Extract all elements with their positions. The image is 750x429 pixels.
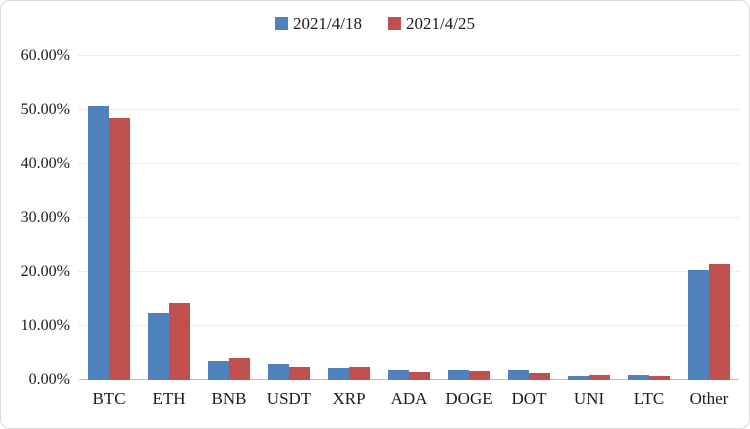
bar-ada-2021-4-18 [388, 369, 409, 380]
y-tick-label: 60.00% [20, 47, 70, 64]
bar-group-doge: DOGE [439, 56, 499, 407]
bar-uni-2021-4-25 [589, 375, 610, 380]
bar-doge-2021-4-18 [448, 369, 469, 380]
y-tick-label: 0.00% [28, 371, 70, 388]
x-tick-label: ADA [390, 389, 428, 408]
x-tick-label: ETH [152, 389, 186, 408]
bar-usdt-2021-4-18 [268, 364, 289, 380]
x-tick-label: UNI [573, 389, 605, 408]
bar-doge-2021-4-25 [469, 371, 490, 380]
plot-area: 0.00% 10.00% 20.00% 30.00% 40.00% 50.00% 60.00… [21, 48, 739, 407]
bar-dot-2021-4-18 [508, 370, 529, 380]
bar-group-dot: DOT [499, 56, 559, 407]
bar-group-ltc: LTC [619, 56, 679, 407]
legend-item: 2021/4/25 [388, 15, 475, 32]
legend-swatch-icon [388, 17, 401, 30]
legend-label: 2021/4/18 [293, 14, 362, 33]
x-tick-label: LTC [633, 389, 665, 408]
bar-groups-layer: BTC ETH BNB USDT XRP ADA DOGE DOT UNI LTC Other [79, 56, 739, 407]
x-tick-label: DOGE [445, 389, 493, 408]
bar-eth-2021-4-25 [169, 303, 190, 380]
y-grid-line [79, 163, 739, 164]
bar-group-xrp: XRP [319, 56, 379, 407]
y-tick-label: 40.00% [20, 155, 70, 172]
bar-ltc-2021-4-18 [628, 375, 649, 380]
bar-group-bnb: BNB [199, 56, 259, 407]
x-tick-label: Other [689, 389, 729, 408]
bar-eth-2021-4-18 [148, 312, 169, 380]
x-tick-label: DOT [511, 389, 547, 408]
y-grid-line [79, 217, 739, 218]
bar-xrp-2021-4-25 [349, 367, 370, 380]
bar-dot-2021-4-25 [529, 372, 550, 380]
bar-bnb-2021-4-25 [229, 357, 250, 380]
chart-legend: 2021/4/18 2021/4/25 [1, 15, 749, 32]
legend-swatch-icon [275, 17, 289, 30]
bar-group-btc: BTC [79, 56, 139, 407]
bar-group-uni: UNI [559, 56, 619, 407]
bar-other-2021-4-18 [688, 270, 709, 380]
y-tick-label: 20.00% [20, 263, 70, 280]
bar-usdt-2021-4-25 [289, 366, 310, 380]
bar-group-ada: ADA [379, 56, 439, 407]
y-grid-line [79, 55, 739, 56]
y-grid-line [79, 271, 739, 272]
bar-group-usdt: USDT [259, 56, 319, 407]
bar-ada-2021-4-25 [409, 371, 430, 380]
legend-label: 2021/4/25 [406, 14, 475, 33]
bar-other-2021-4-25 [709, 263, 730, 380]
y-tick-label: 10.00% [20, 317, 70, 334]
x-tick-label: XRP [332, 389, 366, 408]
bar-btc-2021-4-25 [109, 118, 130, 380]
y-tick-label: 30.00% [20, 209, 70, 226]
y-tick-label: 50.00% [20, 101, 70, 118]
bar-uni-2021-4-18 [568, 375, 589, 380]
bar-bnb-2021-4-18 [208, 361, 229, 380]
bar-group-eth: ETH [139, 56, 199, 407]
bar-group-other: Other [679, 56, 739, 407]
y-grid-line [79, 325, 739, 326]
legend-item: 2021/4/18 [275, 15, 362, 32]
x-tick-label: BTC [92, 389, 126, 408]
bar-xrp-2021-4-18 [328, 368, 349, 380]
bar-ltc-2021-4-25 [649, 375, 670, 380]
bar-btc-2021-4-18 [88, 105, 109, 380]
x-tick-label: BNB [211, 389, 247, 408]
x-tick-label: USDT [266, 389, 312, 408]
y-grid-line [79, 109, 739, 110]
